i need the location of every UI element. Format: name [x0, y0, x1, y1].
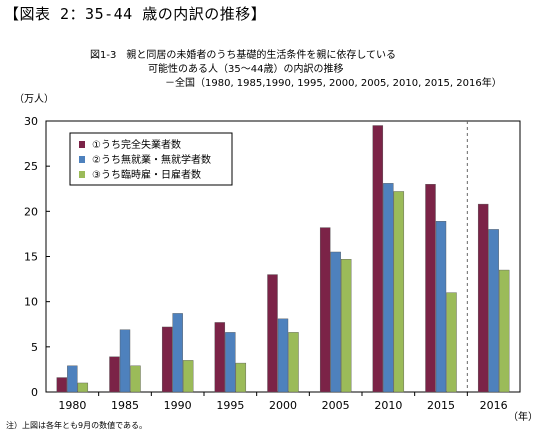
bar-series-1-1980: [56, 377, 68, 393]
legend-label-2: ②うち無就業・無就学者数: [92, 153, 211, 166]
chart-title-line-1: 図1-3 親と同居の未婚者のうち基礎的生活条件を親に依存している: [90, 50, 397, 61]
legend-label-1: ①うち完全失業者数: [92, 138, 181, 151]
bar-series-2-2016: [488, 229, 499, 393]
x-axis-unit: （年）: [508, 412, 538, 423]
bar-series-3-2005: [340, 259, 352, 393]
y-tick-label: 30: [24, 115, 38, 128]
bar-series-1-1995: [214, 322, 226, 393]
bar-series-2-2015: [435, 221, 447, 393]
bar-series-1-2010: [372, 125, 384, 393]
legend-swatch-3: [79, 171, 85, 178]
report-header: 【図表 2：35-44 歳の内訳の推移】: [4, 5, 267, 23]
chart-title-line-2: 可能性のある人（35～44歳）の内訳の推移: [148, 64, 344, 75]
footnote: 注）上図は各年とも9月の数値である。: [6, 421, 148, 430]
y-tick-label: 10: [24, 296, 38, 309]
y-tick-label: 20: [24, 205, 38, 218]
legend-swatch-1: [79, 141, 85, 148]
bar-series-2-2010: [383, 183, 394, 393]
legend-box: [69, 132, 233, 186]
y-tick-label: 5: [31, 341, 38, 354]
x-tick-label: 2000: [269, 399, 297, 412]
x-tick-label: 2016: [480, 399, 508, 412]
bar-series-3-2015: [446, 292, 457, 393]
bar-series-1-1990: [161, 326, 173, 393]
x-tick-label: 1980: [58, 399, 86, 412]
x-tick-label: 1995: [216, 399, 244, 412]
bar-series-1-1985: [109, 356, 120, 393]
x-tick-label: 2010: [374, 399, 402, 412]
bar-series-2-2000: [277, 318, 289, 393]
bar-series-1-2016: [477, 203, 489, 393]
bar-series-3-1980: [77, 382, 89, 393]
y-tick-label: 15: [24, 251, 38, 264]
bar-series-1-2005: [319, 227, 331, 393]
bar-series-3-2016: [498, 269, 510, 393]
bar-series-3-2010: [393, 191, 405, 393]
y-tick-label: 25: [24, 160, 38, 173]
x-tick-label: 2015: [427, 399, 455, 412]
bar-series-3-1985: [130, 365, 141, 393]
y-axis-unit: （万人）: [14, 94, 54, 105]
bar-series-1-2000: [267, 274, 278, 393]
bar-series-3-2000: [288, 332, 299, 393]
chart-title-line-3: －全国（1980, 1985,1990, 1995, 2000, 2005, 2…: [165, 78, 502, 89]
bar-series-2-1985: [119, 329, 131, 393]
bar-series-2-1995: [225, 332, 236, 393]
bar-series-2-1990: [172, 313, 183, 393]
x-tick-label: 2005: [322, 399, 350, 412]
bar-series-3-1995: [235, 362, 247, 393]
bar-series-2-1980: [67, 365, 78, 393]
bar-series-3-1990: [182, 360, 194, 393]
legend-label-3: ③うち臨時雇・日雇者数: [92, 168, 201, 181]
y-tick-label: 0: [31, 386, 38, 399]
bar-series-2-2005: [330, 251, 341, 393]
x-tick-label: 1985: [111, 399, 139, 412]
legend-swatch-2: [79, 156, 85, 163]
bar-series-1-2015: [425, 184, 436, 393]
x-tick-label: 1990: [164, 399, 192, 412]
